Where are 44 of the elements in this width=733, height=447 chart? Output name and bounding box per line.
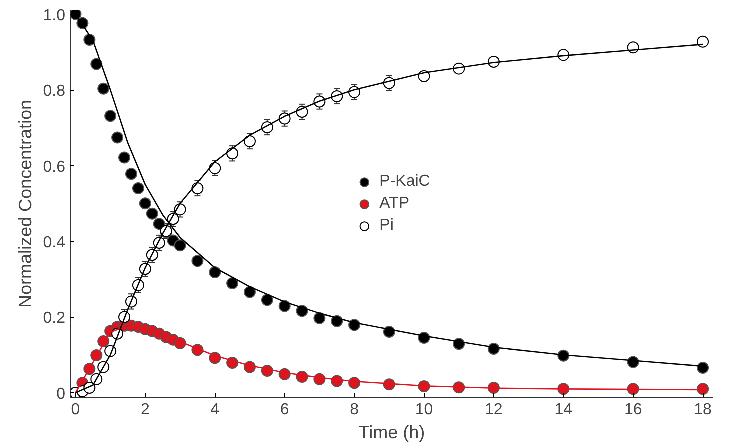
x-tick-label: 12	[485, 402, 503, 418]
point	[70, 10, 82, 20]
point	[209, 162, 222, 174]
y-tick-label: 0.4	[43, 234, 66, 252]
point	[125, 168, 138, 180]
x-tick-label: 0	[71, 402, 80, 418]
point	[132, 182, 144, 194]
y-tick-label: 0.6	[43, 158, 66, 176]
x-tick-label: 10	[415, 402, 434, 418]
point	[139, 198, 152, 210]
point	[192, 255, 204, 268]
x-tick-label: 18	[694, 402, 712, 418]
y-tick-label: 0.2	[43, 310, 66, 328]
point	[244, 136, 256, 148]
y-tick-label: 1.0	[43, 7, 66, 24]
point	[697, 383, 710, 396]
point	[314, 312, 326, 324]
point	[209, 266, 222, 279]
point	[153, 218, 166, 230]
x-tick-label: 8	[350, 402, 360, 418]
point	[146, 208, 158, 220]
x-tick-label: 16	[624, 402, 642, 418]
point	[697, 362, 710, 374]
point	[112, 132, 124, 144]
point	[98, 82, 110, 95]
y-tick-label: 0	[56, 386, 66, 403]
point	[226, 278, 239, 290]
x-tick-label: 4	[210, 402, 220, 418]
point	[90, 58, 103, 70]
legend-label: ATP	[380, 194, 410, 214]
point	[104, 110, 117, 122]
point	[174, 240, 186, 252]
x-tick-label: 6	[280, 402, 290, 418]
legend-label: Pi	[380, 216, 395, 236]
point	[118, 152, 131, 164]
y-axis-title: Normalized Concentration	[15, 100, 36, 308]
legend-label: P-KaiC	[380, 172, 430, 192]
point	[261, 294, 274, 306]
x-tick-label: 2	[140, 402, 150, 418]
point	[244, 286, 256, 298]
point	[278, 300, 291, 312]
x-axis-title: Time (h)	[358, 422, 426, 442]
y-tick-label: 0.8	[43, 83, 66, 100]
x-tick-label: 14	[554, 402, 573, 418]
